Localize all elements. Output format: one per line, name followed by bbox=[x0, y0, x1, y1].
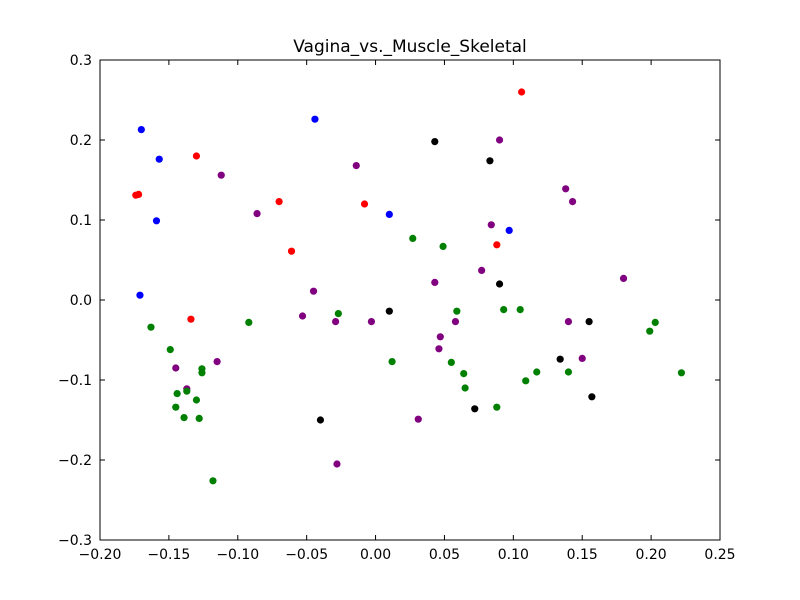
x-tick-label: 0.10 bbox=[498, 547, 529, 563]
scatter-point bbox=[309, 287, 318, 295]
scatter-point bbox=[495, 280, 504, 288]
scatter-point bbox=[245, 318, 253, 326]
chart-title: Vagina_vs._Muscle_Skeletal bbox=[293, 37, 527, 57]
scatter-point bbox=[352, 162, 360, 170]
scatter-point bbox=[311, 115, 319, 123]
scatter-point bbox=[192, 396, 201, 404]
scatter-point bbox=[447, 358, 455, 366]
scatter-point bbox=[409, 234, 417, 242]
scatter-point bbox=[562, 185, 570, 193]
x-tick-label: −0.10 bbox=[216, 547, 259, 563]
scatter-point bbox=[478, 266, 486, 274]
scatter-point bbox=[136, 291, 144, 299]
scatter-point bbox=[195, 414, 203, 422]
scatter-point bbox=[414, 415, 422, 423]
x-tick-label: 0.05 bbox=[429, 547, 460, 563]
scatter-point bbox=[388, 358, 396, 366]
scatter-point bbox=[578, 354, 586, 362]
scatter-point bbox=[461, 384, 469, 392]
y-tick-label: −0.3 bbox=[58, 533, 92, 549]
scatter-point bbox=[134, 190, 143, 198]
scatter-point bbox=[367, 318, 376, 326]
scatter-point bbox=[568, 198, 577, 206]
scatter-point bbox=[385, 210, 393, 218]
scatter-point bbox=[453, 307, 461, 315]
scatter-point bbox=[287, 247, 296, 255]
x-tick-label: −0.15 bbox=[147, 547, 190, 563]
x-tick-label: 0.15 bbox=[567, 547, 598, 563]
scatter-point bbox=[275, 198, 283, 206]
data-points bbox=[132, 88, 686, 485]
scatter-point bbox=[451, 318, 460, 326]
scatter-point bbox=[385, 307, 393, 315]
scatter-point bbox=[332, 318, 340, 326]
scatter-point bbox=[173, 390, 181, 398]
scatter-point bbox=[183, 387, 191, 395]
scatter-point bbox=[505, 226, 513, 234]
scatter-point bbox=[516, 306, 524, 314]
scatter-point bbox=[677, 369, 686, 377]
y-tick-label: 0.2 bbox=[70, 133, 92, 149]
scatter-point bbox=[180, 414, 188, 422]
scatter-point bbox=[493, 403, 501, 411]
scatter-point bbox=[585, 318, 593, 326]
y-tick-label: 0.1 bbox=[70, 213, 92, 229]
plot-area-frame bbox=[99, 59, 721, 541]
scatter-point bbox=[533, 368, 541, 376]
x-tick-label: −0.20 bbox=[79, 547, 122, 563]
scatter-point bbox=[333, 460, 341, 468]
scatter-point bbox=[646, 327, 654, 335]
scatter-point bbox=[500, 306, 508, 314]
scatter-point bbox=[431, 138, 439, 146]
scatter-point bbox=[588, 393, 596, 401]
scatter-point bbox=[137, 126, 145, 134]
scatter-point bbox=[471, 405, 479, 413]
x-tick-label: 0.20 bbox=[636, 547, 667, 563]
scatter-point bbox=[439, 242, 447, 250]
scatter-point bbox=[360, 200, 369, 208]
scatter-point bbox=[495, 136, 504, 144]
scatter-point bbox=[460, 370, 468, 378]
scatter-point bbox=[166, 346, 174, 354]
y-tick-label: −0.2 bbox=[58, 453, 92, 469]
x-axis: −0.20 −0.15 −0.10 −0.05 0.00 0.05 0.10 0.15 0.20… bbox=[79, 60, 736, 563]
scatter-point bbox=[187, 315, 195, 323]
y-axis: −0.3 −0.2 −0.1 0.0 0.1 0.2 0.3 bbox=[58, 53, 720, 549]
scatter-point bbox=[435, 345, 443, 353]
scatter-point bbox=[253, 210, 261, 218]
scatter-point bbox=[147, 323, 155, 331]
scatter-point bbox=[192, 152, 201, 160]
y-tick-label: −0.1 bbox=[58, 373, 92, 389]
scatter-point bbox=[518, 88, 526, 96]
y-tick-label: 0.3 bbox=[70, 53, 92, 69]
scatter-point bbox=[493, 241, 501, 249]
x-tick-label: 0.00 bbox=[360, 547, 391, 563]
x-tick-label: −0.05 bbox=[285, 547, 328, 563]
y-tick-label: 0.0 bbox=[70, 293, 92, 309]
scatter-point bbox=[436, 333, 444, 341]
scatter-point bbox=[298, 312, 307, 320]
scatter-point bbox=[334, 310, 342, 318]
scatter-point bbox=[172, 403, 180, 411]
scatter-point bbox=[564, 318, 573, 326]
scatter-point bbox=[316, 416, 325, 424]
scatter-point bbox=[213, 358, 221, 366]
scatter-point bbox=[651, 318, 659, 326]
scatter-point bbox=[431, 278, 439, 286]
scatter-point bbox=[217, 171, 225, 179]
scatter-point bbox=[155, 155, 163, 163]
scatter-point bbox=[209, 477, 217, 485]
scatter-point bbox=[486, 157, 494, 165]
scatter-point bbox=[172, 364, 180, 372]
scatter-point bbox=[522, 377, 530, 385]
scatter-point bbox=[556, 355, 564, 363]
scatter-point bbox=[487, 221, 495, 229]
scatter-point bbox=[564, 368, 573, 376]
scatter-point bbox=[198, 369, 206, 377]
scatter-point bbox=[619, 274, 628, 282]
x-tick-label: 0.25 bbox=[704, 547, 735, 563]
scatter-point bbox=[152, 217, 161, 225]
